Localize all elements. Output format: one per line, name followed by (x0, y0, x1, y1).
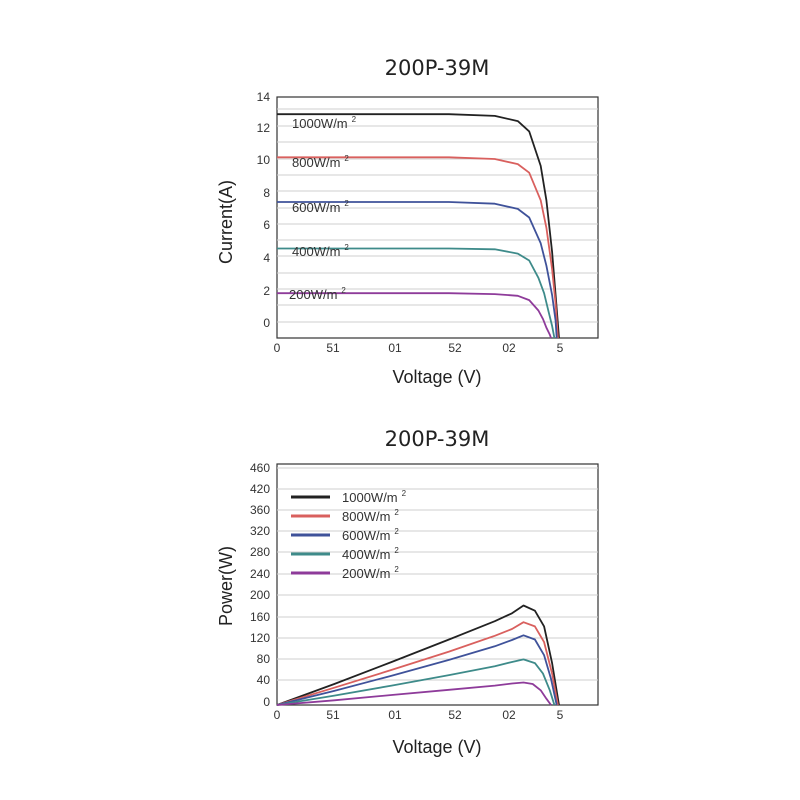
pv-y-tick-label: 280 (250, 545, 270, 559)
pv-y-tick-label: 40 (257, 673, 271, 687)
pv-legend-label: 600W/m (342, 528, 390, 543)
iv-series-line (277, 247, 556, 339)
iv-curve-label-sup: 2 (344, 199, 349, 208)
pv-series-line (276, 621, 559, 706)
pv-series-line (276, 604, 560, 706)
pv-x-ticks: 0 51 01 52 02 5 (274, 708, 564, 722)
pv-y-tick-label: 320 (250, 524, 270, 538)
iv-chart-title: 200P-39M (385, 56, 490, 80)
pv-y-tick-label: 200 (250, 588, 270, 602)
pv-legend-label: 400W/m (342, 547, 390, 562)
pv-plot-frame (276, 463, 599, 706)
pv-x-tick-label: 52 (448, 708, 462, 722)
iv-plot-frame (276, 96, 599, 339)
iv-y-ticks: 14 12 10 8 6 4 2 0 (257, 90, 271, 330)
pv-chart-title: 200P-39M (385, 427, 490, 451)
iv-y-tick-label: 4 (263, 251, 270, 265)
iv-y-axis-label: Current(A) (216, 180, 236, 264)
iv-x-tick-label: 0 (274, 341, 281, 355)
pv-y-tick-label: 160 (250, 610, 270, 624)
iv-curve-label: 400W/m (292, 244, 340, 259)
iv-series-line (277, 201, 558, 339)
pv-legend-label-sup: 2 (394, 508, 399, 517)
iv-curve-label-sup: 2 (344, 243, 349, 252)
pv-legend: 1000W/m 2 800W/m 2 600W/m 2 400W/m 2 200W/m 2 (291, 489, 407, 581)
iv-x-ticks: 0 51 01 52 02 5 (274, 341, 564, 355)
pv-series-line (276, 658, 556, 706)
iv-curve-label: 200W/m (289, 287, 337, 302)
iv-curve-label: 1000W/m (292, 116, 348, 131)
iv-x-tick-label: 52 (448, 341, 462, 355)
iv-x-tick-label: 5 (557, 341, 564, 355)
pv-series-line (276, 681, 552, 706)
iv-series-line (277, 292, 552, 339)
pv-grid (277, 467, 598, 681)
pv-series-line (276, 634, 558, 706)
pv-legend-label: 1000W/m (342, 490, 398, 505)
pv-y-axis-label: Power(W) (216, 546, 236, 626)
pv-x-tick-label: 5 (557, 708, 564, 722)
pv-x-tick-label: 51 (326, 708, 340, 722)
pv-y-tick-label: 460 (250, 461, 270, 475)
iv-series-line (277, 156, 559, 339)
pv-y-ticks: 460 420 360 320 280 240 200 160 120 80 40 0 (250, 461, 270, 709)
iv-x-tick-label: 51 (326, 341, 340, 355)
iv-y-tick-label: 6 (263, 218, 270, 232)
iv-y-tick-label: 12 (257, 121, 271, 135)
iv-x-axis-label: Voltage (V) (392, 367, 481, 387)
iv-y-tick-label: 2 (263, 284, 270, 298)
iv-curve-label: 800W/m (292, 155, 340, 170)
pv-chart: 200P-39M 4604203603202802402001601208040… (216, 427, 599, 757)
iv-curve-label: 600W/m (292, 200, 340, 215)
pv-y-tick-label: 80 (257, 652, 271, 666)
pv-x-tick-label: 02 (502, 708, 516, 722)
pv-y-tick-label: 360 (250, 503, 270, 517)
iv-curve-label-sup: 2 (344, 154, 349, 163)
pv-legend-label-sup: 2 (402, 489, 407, 498)
pv-legend-label: 800W/m (342, 509, 390, 524)
pv-y-tick-label: 0 (263, 695, 270, 709)
iv-chart: 200P-39M 14 12 10 8 6 4 2 0 0 51 01 52 02 5 1000W/m 2… (216, 56, 599, 387)
iv-y-tick-label: 14 (257, 90, 271, 104)
iv-y-tick-label: 8 (263, 186, 270, 200)
iv-y-tick-label: 10 (257, 153, 271, 167)
iv-x-tick-label: 01 (388, 341, 402, 355)
iv-y-tick-label: 0 (263, 316, 270, 330)
pv-y-tick-label: 420 (250, 482, 270, 496)
pv-legend-label-sup: 2 (394, 527, 399, 536)
iv-series (277, 113, 560, 339)
pv-x-tick-label: 01 (388, 708, 402, 722)
pv-legend-label: 200W/m (342, 566, 390, 581)
pv-y-tick-label: 120 (250, 631, 270, 645)
pv-y-tick-label: 240 (250, 567, 270, 581)
pv-series (276, 604, 560, 706)
pv-x-tick-label: 0 (274, 708, 281, 722)
iv-curve-label-sup: 2 (352, 115, 357, 124)
iv-x-tick-label: 02 (502, 341, 516, 355)
iv-series-line (277, 113, 560, 339)
pv-legend-label-sup: 2 (394, 546, 399, 555)
iv-curve-label-sup: 2 (341, 286, 346, 295)
iv-curve-labels: 1000W/m 2 800W/m 2 600W/m 2 400W/m 2 200W/m 2 (289, 115, 357, 302)
pv-legend-label-sup: 2 (394, 565, 399, 574)
pv-x-axis-label: Voltage (V) (392, 737, 481, 757)
